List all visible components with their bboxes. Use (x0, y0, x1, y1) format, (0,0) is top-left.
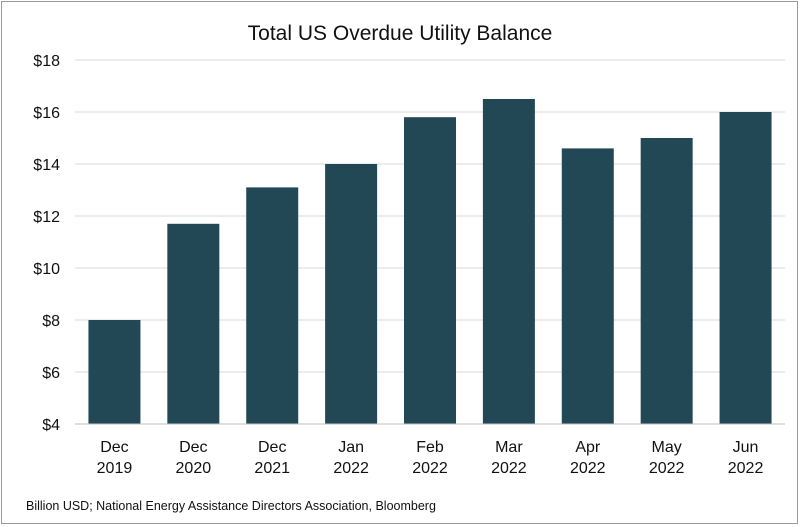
x-tick-label: Feb (416, 439, 444, 456)
y-tick-label: $6 (42, 365, 60, 382)
y-tick-label: $10 (33, 261, 60, 278)
y-tick-label: $8 (42, 313, 60, 330)
y-tick-label: $12 (33, 209, 60, 226)
x-tick-label: 2022 (649, 460, 685, 477)
y-tick-label: $14 (33, 157, 60, 174)
bar (719, 112, 772, 424)
y-axis-ticks: $4 $6 $8 $10 $12 $14 $16 $18 (33, 53, 60, 434)
source-note: Billion USD; National Energy Assistance … (26, 499, 436, 513)
x-tick-label: Jun (733, 439, 759, 456)
bar (640, 138, 693, 424)
x-tick-label: 2022 (412, 460, 448, 477)
x-tick-label: Dec (179, 439, 207, 456)
x-tick-label: Mar (495, 439, 523, 456)
bars (88, 99, 772, 424)
bar (561, 148, 614, 424)
x-tick-label: 2020 (176, 460, 212, 477)
bar (482, 99, 535, 424)
x-tick-label: 2019 (97, 460, 133, 477)
x-axis-ticks: Dec 2019 Dec 2020 Dec 2021 Jan 2022 Feb 2022 Mar 20… (97, 439, 764, 477)
x-tick-label: 2022 (491, 460, 527, 477)
bar (404, 117, 456, 424)
x-tick-label: 2022 (333, 460, 369, 477)
y-tick-label: $4 (42, 417, 60, 434)
y-tick-label: $16 (33, 105, 60, 122)
x-tick-label: 2022 (570, 460, 606, 477)
bar (246, 187, 299, 424)
bar (325, 164, 378, 424)
x-tick-label: Dec (100, 439, 128, 456)
chart-title: Total US Overdue Utility Balance (248, 22, 553, 45)
x-tick-label: 2021 (254, 460, 290, 477)
bar (88, 320, 141, 424)
x-tick-label: Dec (258, 439, 286, 456)
x-tick-label: 2022 (728, 460, 764, 477)
x-tick-label: Apr (575, 439, 601, 456)
x-tick-label: Jan (338, 439, 364, 456)
x-tick-label: May (652, 439, 682, 456)
y-tick-label: $18 (33, 53, 60, 70)
bar (167, 223, 220, 424)
